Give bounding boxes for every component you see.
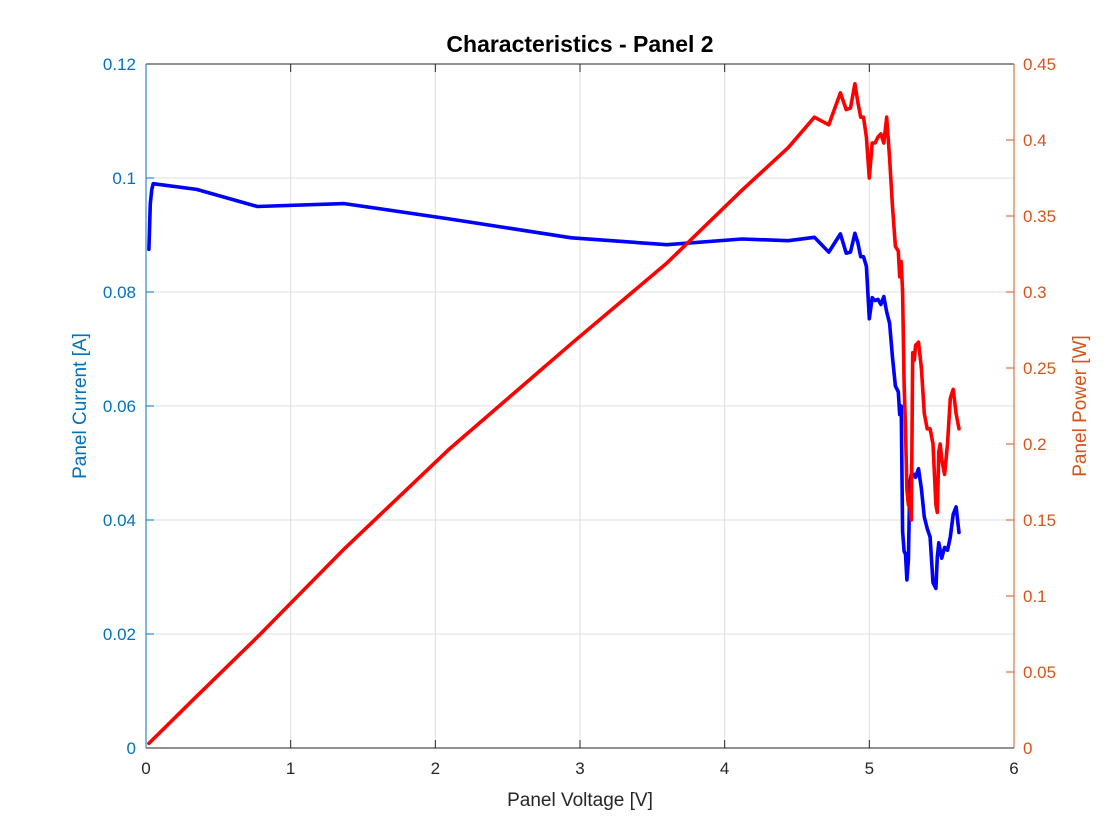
y-left-tick-label: 0.1 [112,169,136,188]
y-right-tick-label: 0.05 [1023,663,1056,682]
y-axis-left-label: Panel Current [A] [70,333,91,479]
x-tick-label: 2 [431,759,440,778]
y-left-tick-label: 0.02 [103,625,136,644]
y-left-tick-label: 0.04 [103,511,136,530]
y-left-tick-label: 0.06 [103,397,136,416]
y-left-tick-label: 0.12 [103,55,136,74]
x-tick-label: 5 [865,759,874,778]
tick-labels: 0 1 2 3 4 5 600.020.040.060.080.10.1200.050.10… [103,55,1056,778]
y-right-tick-label: 0.25 [1023,359,1056,378]
y-right-tick-label: 0.1 [1023,587,1047,606]
axes [145,63,1015,749]
y-right-tick-label: 0 [1023,739,1032,758]
series-line-current [147,181,961,591]
y-right-tick-label: 0.2 [1023,435,1047,454]
x-axis-label: Panel Voltage [V] [507,790,653,811]
x-tick-label: 1 [286,759,295,778]
x-tick-label: 4 [720,759,729,778]
x-tick-label: 6 [1009,759,1018,778]
series-layer [147,82,961,746]
chart-title: Characteristics - Panel 2 [446,31,713,57]
y-right-tick-label: 0.4 [1023,131,1047,150]
y-right-tick-label: 0.45 [1023,55,1056,74]
y-right-tick-label: 0.3 [1023,283,1047,302]
y-axis-right-label: Panel Power [W] [1070,335,1091,477]
y-left-tick-label: 0 [127,739,136,758]
y-right-tick-label: 0.15 [1023,511,1056,530]
y-right-tick-label: 0.35 [1023,207,1056,226]
series-line-power [147,82,961,746]
x-tick-label: 0 [141,759,150,778]
y-left-tick-label: 0.08 [103,283,136,302]
x-tick-label: 3 [575,759,584,778]
